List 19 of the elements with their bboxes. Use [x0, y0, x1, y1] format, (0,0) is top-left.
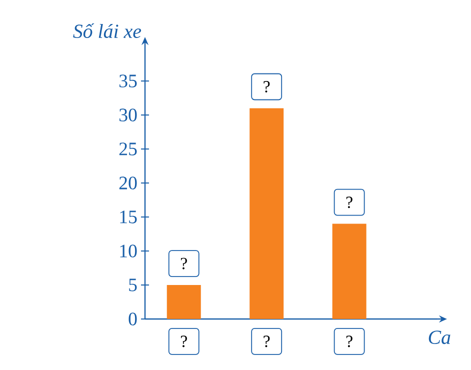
- y-tick-label: 10: [120, 244, 137, 258]
- y-tick-label: 15: [120, 210, 137, 224]
- y-tick-label: 25: [119, 142, 137, 156]
- bar: [332, 224, 366, 319]
- y-tick-label: 20: [119, 176, 137, 190]
- bar: [250, 108, 284, 319]
- data-label: ?: [346, 196, 352, 208]
- x-tick-label: ?: [180, 336, 187, 348]
- x-tick-label: ?: [264, 336, 270, 348]
- data-label: ?: [180, 258, 187, 270]
- x-axis-title: Ca: [428, 330, 450, 344]
- y-tick-label: 35: [119, 74, 137, 88]
- x-tick-label: ?: [346, 336, 352, 348]
- y-tick-label: 0: [128, 312, 137, 326]
- bar: [166, 285, 201, 319]
- y-tick-label: 5: [129, 278, 137, 292]
- data-label: ?: [264, 81, 270, 92]
- y-tick-label: 30: [119, 108, 137, 122]
- y-axis-title: Số lái xe: [73, 23, 142, 38]
